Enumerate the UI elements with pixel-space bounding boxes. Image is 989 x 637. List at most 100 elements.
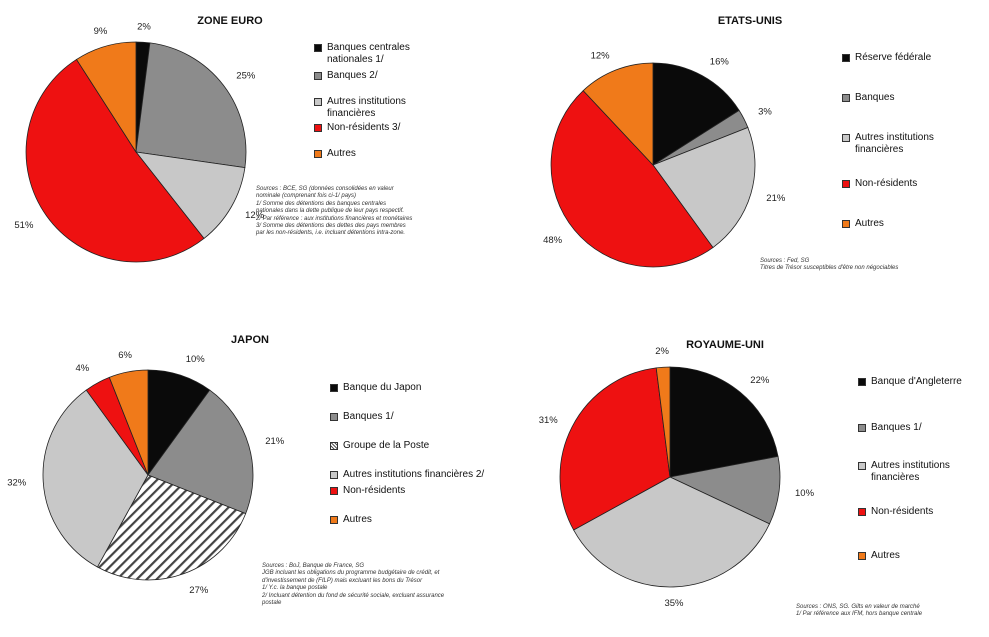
pie-slice-autres [582,62,654,167]
note-line: d'investissement de (FILP) mais excluant… [262,577,423,584]
chart-title: ROYAUME-UNI [686,339,764,351]
legend-item: Banques 2/ [314,70,464,82]
note-line: par les non-résidents, i.e. incluant dét… [256,230,406,237]
pie-slice-label: 4% [75,363,89,374]
legend-swatch [858,552,866,560]
legend-label: Autres [327,148,356,159]
legend-swatch [330,442,338,450]
legend-item: Non-résidents [842,178,982,190]
pie-slice-banque-d-angleterre [669,366,779,478]
pie-slice-autres-institutions-financi-res [135,151,246,240]
legend-item: Groupe de la Poste [330,440,510,452]
pie-slice-label: 16% [710,57,730,68]
legend-swatch [842,220,850,228]
legend: Banques centrales nationales 1/ Banques … [314,42,464,160]
legend-item: Banque du Japon [330,382,510,394]
note-line: JGB incluant les obligations du programm… [262,570,440,577]
pie-slice-autres-institutions-financi-res [652,126,756,249]
note-line: 1/ Par référence aux IFM, hors banque ce… [796,611,923,618]
note-line: Sources : BCE, SG (données consolidées e… [256,186,394,192]
chart-title: JAPON [231,334,269,346]
pie-slice-non-r-sidents [559,367,671,531]
legend-swatch [314,44,322,52]
pie-slice-label: 12% [591,50,611,61]
legend-swatch [330,516,338,524]
legend-label: Non-résidents [343,485,406,496]
legend-swatch [858,424,866,432]
legend-label: Banques 1/ [343,411,394,422]
legend-item: Autres [842,218,982,230]
legend-item: Autres [330,514,510,526]
pie-slice-banques-2 [135,42,247,169]
pie-slice-autres [108,369,149,476]
legend-item: Non-résidents [858,506,988,518]
pie-slice-label: 10% [795,488,815,499]
note-line: postale [262,600,282,607]
pie-slice-label: 51% [14,220,34,231]
pie-slice-banques-1 [147,389,254,515]
legend-label: Autres institutions financières 2/ [343,469,485,480]
legend-label: Banques [855,92,895,103]
legend-swatch [858,508,866,516]
legend-swatch [314,98,322,106]
pie-chart-zone-euro: 2% 25% 12% 51% 9% [14,21,265,263]
note-line: 1/ Somme des détentions des banques cent… [256,200,387,207]
legend: Réserve fédérale Banques Autres institut… [842,52,982,230]
legend-label: Non-résidents [871,506,934,517]
pie-slice-autres [75,41,137,154]
pie-slice-label: 12% [245,210,265,221]
legend-label: Réserve fédérale [855,52,932,63]
chart-notes: Sources : ONS, SG. Gilts en valeur de ma… [796,604,986,619]
pie-slice-autres [655,366,671,478]
legend-item: Banques [842,92,982,104]
pie-slice-non-r-sidents [550,90,714,268]
pie-slice-label: 21% [265,436,285,447]
chart-title: ETATS-UNIS [717,15,783,27]
note-line: Sources : BoJ, Banque de France, SG [262,563,365,569]
pie-slice-label: 31% [539,415,559,426]
pie-slice-autres-institutions-financi-res-2 [42,389,149,568]
pie-slice-label: 9% [94,26,108,37]
legend-swatch [858,462,866,470]
legend-label: Groupe de la Poste [343,440,430,451]
legend-swatch [842,54,850,62]
pie-slice-label: 27% [189,585,209,596]
legend-label: Autres [855,218,884,229]
pie-slice-label: 25% [236,71,256,82]
legend-item: Autres institutions financières [314,96,464,120]
legend-swatch [330,413,338,421]
note-line: nationales dans la dette publique de leu… [256,208,405,215]
legend-label: Autres [343,514,372,525]
legend-swatch [842,134,850,142]
note-line: 3/ Somme des détentions des dettes des p… [256,223,406,230]
legend-swatch [314,72,322,80]
pie-slice-non-r-sidents-3 [25,58,205,263]
legend-item: Autres institutions financières [858,460,988,484]
pie-slice-label: 3% [758,106,772,117]
legend-swatch [842,94,850,102]
legend-item: Autres [314,148,464,160]
pie-slice-label: 6% [118,350,132,361]
legend-item: Autres institutions financières 2/ [330,469,510,481]
pie-slice-label: 10% [186,354,206,365]
legend-item: Autres institutions financières [842,132,982,156]
legend-item: Non-résidents 3/ [314,122,464,134]
chart-notes: Sources : BCE, SG (données consolidées e… [256,186,486,238]
note-line: nominale (comprenant fois ci-1/ pays) [256,193,357,200]
legend-item: Banques 1/ [858,422,988,434]
pie-slice-groupe-de-la-poste [96,474,247,581]
legend-label: Autres institutions financières [871,460,950,483]
note-line: Titres de Trésor susceptibles d'être non… [760,265,899,272]
pie-slice-label: 32% [7,478,27,489]
pie-chart-japon: 10% 21% 27% 32% 4% 6% [7,350,285,596]
pie-slice-label: 48% [543,235,563,246]
legend-label: Non-résidents 3/ [327,122,401,133]
pie-slice-r-serve-f-d-rale [652,62,740,166]
legend-swatch [330,471,338,479]
chart-notes: Sources : BoJ, Banque de France, SG JGB … [262,563,522,607]
pie-chart-etats-unis: 16% 3% 21% 48% 12% [543,50,786,268]
legend-swatch [314,150,322,158]
chart-title: ZONE EURO [197,15,263,27]
legend-label: Autres institutions financières [855,132,934,155]
chart-notes: Sources : Fed, SG Titres de Trésor susce… [760,258,985,273]
